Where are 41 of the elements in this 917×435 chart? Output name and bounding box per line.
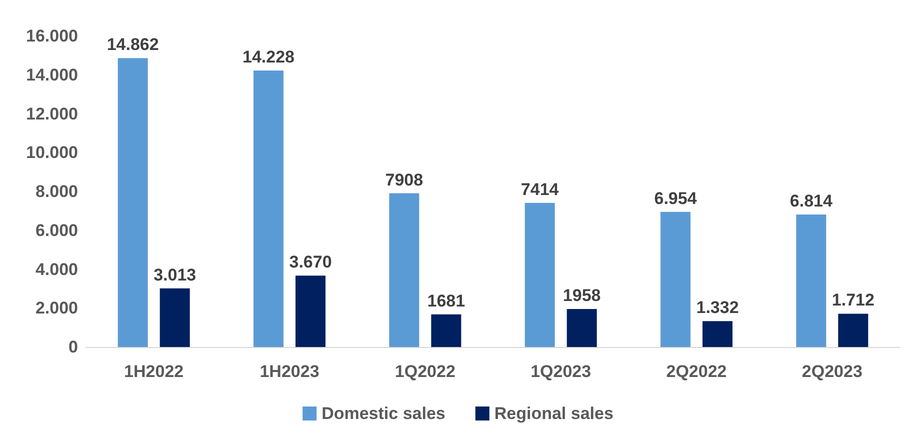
y-tick-label: 0 <box>68 338 78 356</box>
y-tick-label: 12.000 <box>26 104 78 124</box>
bar <box>389 193 420 347</box>
data-label: 1.332 <box>696 298 739 318</box>
data-label: 1958 <box>562 286 601 305</box>
data-label: 7908 <box>385 170 424 190</box>
y-tick-label: 4.000 <box>35 260 78 279</box>
y-tick-label: 2.000 <box>35 298 78 318</box>
data-label: 1681 <box>427 291 466 310</box>
bar <box>254 70 284 347</box>
data-label: 6.814 <box>790 192 833 211</box>
x-tick-label: 1Q2023 <box>530 362 592 381</box>
x-tick-label: 1Q2022 <box>394 362 456 381</box>
y-tick-label: 10.000 <box>26 143 78 162</box>
data-label: 6.954 <box>654 188 698 208</box>
y-tick-label: 6.000 <box>35 220 78 240</box>
bar <box>796 214 826 347</box>
data-label: 3.670 <box>289 252 332 272</box>
bar <box>431 314 462 347</box>
bar <box>524 202 555 347</box>
bar <box>660 212 690 347</box>
bar <box>702 321 732 347</box>
legend-label: Regional sales <box>494 404 614 423</box>
x-tick-label: 1H2023 <box>260 362 320 381</box>
x-tick-label: 2Q2023 <box>802 362 862 381</box>
x-tick-label: 1H2022 <box>124 362 184 381</box>
bar <box>118 58 148 347</box>
bar <box>838 314 868 347</box>
data-label: 14.862 <box>106 35 159 54</box>
bar <box>566 308 597 347</box>
y-tick-label: 8.000 <box>35 182 78 201</box>
x-tick-label: 2Q2022 <box>666 362 727 381</box>
y-tick-label: 16.000 <box>26 26 78 46</box>
data-label: 1.712 <box>832 290 874 310</box>
data-label: 14.228 <box>242 47 294 66</box>
bar <box>160 288 190 347</box>
legend-label: Domestic sales <box>322 404 446 423</box>
bar <box>296 276 326 347</box>
data-label: 7414 <box>520 180 560 199</box>
y-tick-label: 14.000 <box>26 65 78 84</box>
data-label: 3.013 <box>154 265 196 284</box>
